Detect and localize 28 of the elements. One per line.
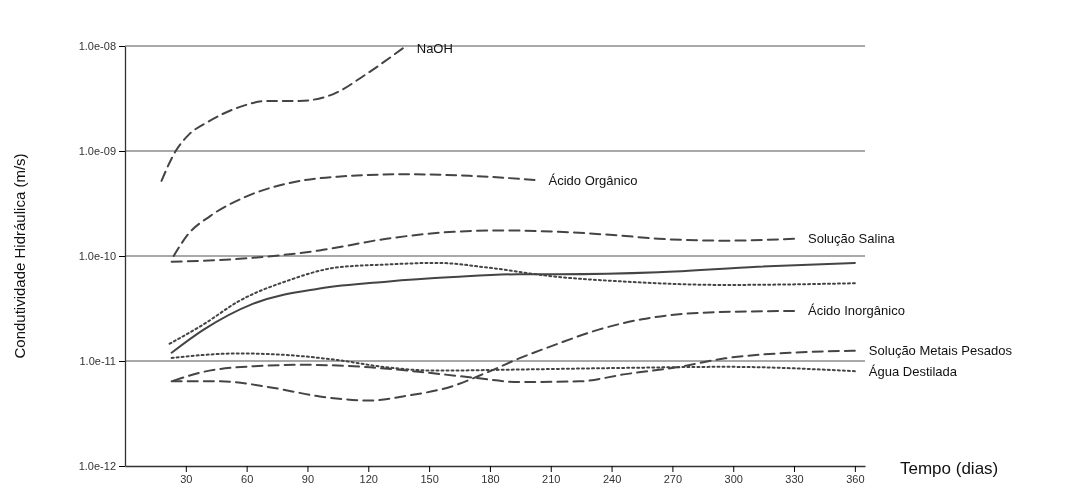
x-tick-label: 180 <box>481 472 500 485</box>
x-tick-label: 330 <box>785 472 804 485</box>
x-tick-label: 270 <box>663 472 683 485</box>
line-series <box>172 173 536 257</box>
y-axis-title: Condutividade Hidráulica (m/s) <box>11 153 28 359</box>
x-tick-label: 150 <box>420 472 439 485</box>
series-label: NaOH <box>416 40 453 56</box>
x-tick-label: 30 <box>180 472 193 485</box>
y-tick-label: 1.0e-08 <box>78 40 116 53</box>
series-label: Solução Metais Pesados <box>868 343 1013 359</box>
line-series <box>170 229 796 263</box>
x-tick-label: 300 <box>724 472 743 485</box>
y-tick-label: 1.0e-10 <box>78 250 116 263</box>
x-tick-label: 90 <box>301 472 315 485</box>
line-series <box>160 47 404 182</box>
y-tick-label: 1.0e-12 <box>78 460 116 473</box>
series-label: Ácido Inorgânico <box>808 303 905 319</box>
y-tick-label: 1.0e-09 <box>78 145 116 158</box>
x-tick-label: 240 <box>602 472 622 485</box>
series-label: Ácido Orgânico <box>548 172 638 188</box>
x-tick-label: 120 <box>359 472 378 485</box>
y-tick-label: 1.0e-11 <box>79 355 116 368</box>
x-axis-title: Tempo (dias) <box>900 459 999 478</box>
x-tick-label: 60 <box>241 472 254 485</box>
series-label: Solução Salina <box>808 231 896 247</box>
x-tick-label: 210 <box>542 472 561 485</box>
x-tick-label: 360 <box>846 472 865 485</box>
series-label: Água Destilada <box>868 363 958 379</box>
